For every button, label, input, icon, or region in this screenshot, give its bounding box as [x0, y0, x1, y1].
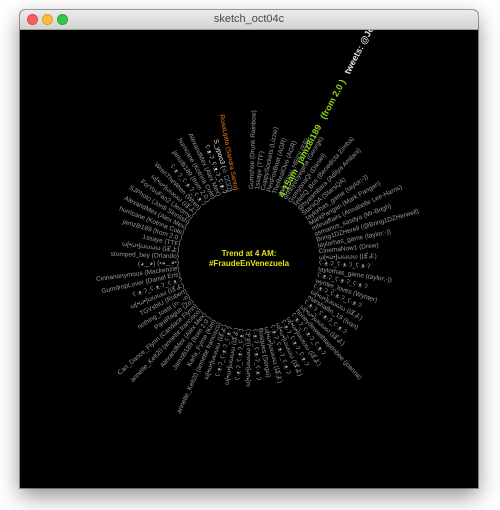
ring-username: ʕ·ᴥ·ʔ_ʕ·ᴥ·ʔ_ʕ·ᴥ·ʔ — [251, 329, 262, 381]
ring-username: stomped_bey (Orlando) — [111, 251, 180, 260]
ring-username: ʕ·ᴥ·ʔ_ʕ·ᴥ·ʔ_ʕ·ᴥ·ʔ — [319, 260, 371, 270]
trend-heading: Trend at 4 AM: — [222, 249, 277, 258]
ring-username: (◕‿◕) (•◕‿◕•) — [138, 259, 179, 268]
close-button[interactable] — [27, 14, 38, 25]
ring-username: ω[•ω•]ωωωω (ぽよ) — [319, 251, 377, 261]
tweet-source: (from 2.0 ) — [319, 78, 348, 121]
app-window: sketch_oct04c Gumshoe (Drunk Rainbow) 1ss… — [20, 10, 478, 488]
tweet-body: tweets: @JohnnySix Rocks nothing, I thin… — [342, 30, 478, 76]
minimize-button[interactable] — [42, 14, 53, 25]
trend-hashtag: #FraudeEnVenezuela — [209, 259, 290, 268]
ring-username: 1ssaye (TTF) — [254, 151, 266, 190]
sketch-canvas: Gumshoe (Drunk Rainbow) 1ssaye (TTF) Cuppy… — [20, 10, 478, 488]
zoom-button[interactable] — [57, 14, 68, 25]
ring-username: ʕ·ᴥ·ʔ_ʕ·ᴥ·ʔ_ʕ·ᴥ·ʔ — [235, 328, 247, 380]
ring-username: Gumshoe (Drunk Rainbow) — [248, 110, 258, 189]
radial-visualization: Gumshoe (Drunk Rainbow)1ssaye (TTF)Cuppy… — [96, 10, 478, 415]
title-bar[interactable]: sketch_oct04c — [20, 10, 478, 30]
ring-username: ω[•ω•]ωωωω (ぽよ) — [243, 329, 252, 387]
window-title: sketch_oct04c — [213, 13, 285, 25]
